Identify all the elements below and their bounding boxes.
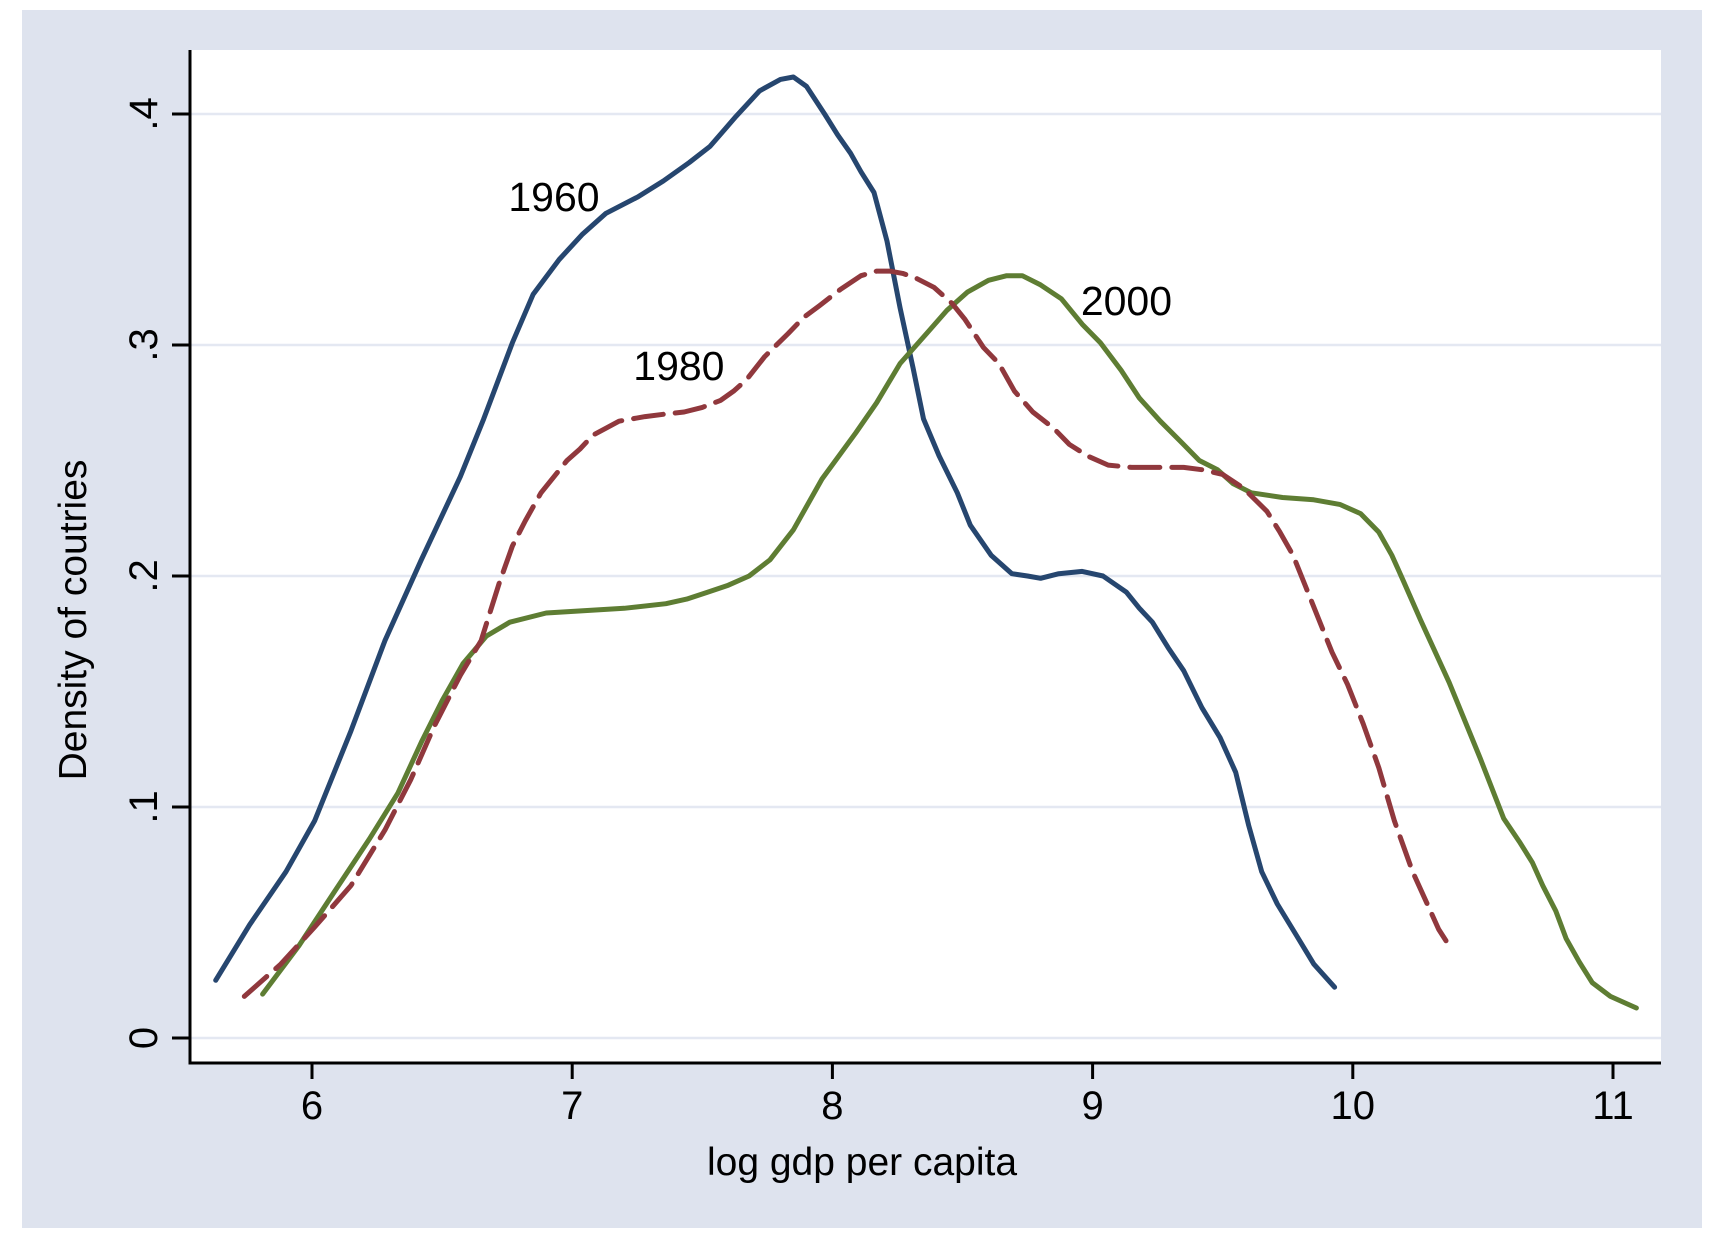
y-tick-label: .3	[122, 328, 166, 361]
generated-chart-layer: 0 .1 .2 .3 .4 6 7 8 9 10 11 1960 1980 2000	[122, 50, 1661, 1128]
x-tick-label: 6	[301, 1084, 323, 1128]
x-tick-label: 9	[1081, 1084, 1103, 1128]
y-axis-title: Density of coutries	[52, 460, 95, 781]
x-tick-label: 10	[1331, 1084, 1376, 1128]
x-axis-title: log gdp per capita	[707, 1141, 1017, 1184]
plot-area	[190, 50, 1661, 1063]
y-tick-label: .1	[122, 790, 166, 823]
y-tick-label: 0	[122, 1027, 166, 1049]
x-tick-label: 8	[821, 1084, 843, 1128]
density-curve-1980	[241, 268, 1452, 999]
density-curve-1960	[213, 74, 1338, 990]
x-tick-label: 11	[1592, 1084, 1634, 1128]
curve-label-1960: 1960	[508, 174, 599, 220]
x-tick-label: 7	[561, 1084, 583, 1128]
y-tick-label: .2	[122, 559, 166, 592]
curve-label-1980: 1980	[633, 343, 724, 389]
density-curve-2000	[260, 273, 1639, 1011]
curve-label-2000: 2000	[1081, 278, 1172, 324]
y-tick-label: .4	[122, 97, 166, 130]
